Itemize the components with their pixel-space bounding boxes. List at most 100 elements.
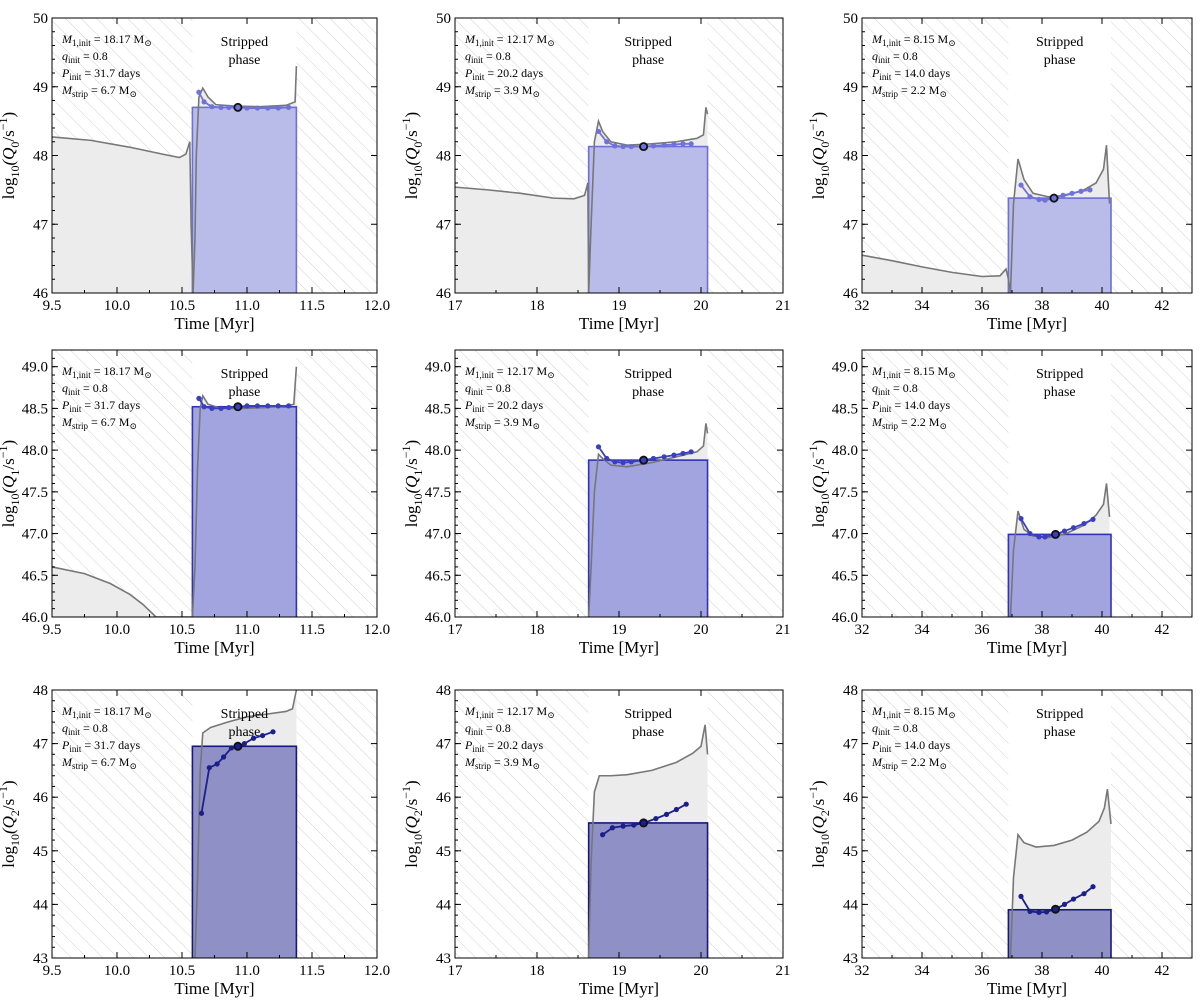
annotation-line: qinit = 0.8	[872, 381, 918, 397]
highlight-marker	[1051, 904, 1061, 914]
sample-point	[1061, 528, 1068, 534]
hatched-region-after	[1111, 350, 1192, 617]
hatched-region-after	[707, 350, 783, 617]
y-axis-label: log10(Q1/s−1)	[0, 440, 22, 527]
sample-point	[226, 404, 232, 411]
x-tick-label: 12.0	[364, 298, 390, 314]
hatched-region-after	[707, 18, 783, 293]
ylabel-q-index: 0	[411, 142, 425, 148]
sample-point	[286, 403, 292, 409]
x-tick-label: 17	[448, 298, 464, 314]
sample-point	[241, 741, 247, 747]
y-axis-label: log10(Q1/s−1)	[399, 440, 425, 527]
annotation-line: Mstrip = 6.7 M⊙	[61, 83, 137, 99]
sample-point	[595, 128, 602, 135]
panel-p00: 9.5 10.0 10.5 11.0 11.5 12.0 46 47 48 49 50 Time [M…	[0, 11, 390, 333]
phase-label: phase	[1044, 725, 1076, 740]
ylabel-q-index: 2	[411, 810, 425, 816]
ylabel-unit: /s	[0, 799, 18, 810]
panel-p21: 17 18 19 20 21 43 44 45 46 47 48 Time [Myr] log10(Q2…	[399, 683, 791, 998]
sample-point	[1078, 188, 1084, 194]
ylabel-unit: /s	[809, 458, 828, 469]
ylabel-log: log	[809, 846, 828, 868]
annotation-line: qinit = 0.8	[465, 721, 511, 737]
ylabel-log: log	[0, 846, 18, 868]
sample-point	[663, 811, 670, 817]
ylabel-log-base: 10	[8, 834, 22, 846]
panel-p20: 9.5 10.0 10.5 11.0 11.5 12.0 43 44 45 46 47 48 Time …	[0, 683, 390, 998]
x-tick-label: 32	[855, 298, 870, 314]
x-tick-label: 10.5	[169, 622, 195, 638]
x-tick-label: 38	[1035, 963, 1050, 979]
sample-point	[270, 729, 276, 735]
stripped-phase-bar	[1007, 908, 1112, 958]
x-tick-label: 10.0	[104, 622, 130, 638]
phase-label: Stripped	[624, 367, 671, 382]
x-tick-label: 19	[612, 963, 627, 979]
highlight-marker	[233, 741, 243, 751]
annotation-line: Pinit = 20.2 days	[464, 398, 543, 414]
sample-point	[1070, 525, 1077, 531]
annotation-line: M1,init = 12.17 M⊙	[464, 32, 555, 48]
x-tick-label: 9.5	[43, 298, 62, 314]
y-axis-label: log10(Q0/s−1)	[0, 112, 22, 199]
model-curve	[194, 690, 298, 958]
ylabel-exp: −1	[399, 117, 413, 130]
sample-point	[595, 444, 602, 450]
ylabel-log: log	[809, 505, 828, 527]
x-tick-label: 34	[915, 622, 931, 638]
hatched-region-before	[52, 690, 193, 958]
sample-point	[254, 105, 260, 111]
sample-point	[1081, 891, 1087, 897]
annotation-line: Mstrip = 3.9 M⊙	[464, 755, 540, 771]
phase-label: Stripped	[1036, 707, 1083, 722]
x-tick-label: 42	[1155, 298, 1170, 314]
y-axis-label: log10(Q0/s−1)	[399, 112, 425, 199]
x-tick-label: 18	[530, 963, 545, 979]
sample-point	[1036, 534, 1042, 540]
y-tick-label: 47	[436, 737, 452, 753]
y-axis-label: log10(Q2/s−1)	[0, 780, 22, 867]
ylabel-log: log	[809, 177, 828, 199]
y-tick-label: 47.0	[425, 527, 451, 543]
ylabel-exp: −1	[806, 786, 820, 799]
x-tick-label: 11.5	[299, 622, 325, 638]
x-tick-label: 11.0	[234, 963, 260, 979]
x-tick-label: 17	[448, 963, 464, 979]
y-tick-label: 48.0	[832, 443, 858, 459]
ylabel-close: )	[0, 112, 18, 118]
ylabel-close: )	[809, 440, 828, 446]
ylabel-q: (Q	[0, 148, 18, 166]
y-tick-label: 48.5	[832, 401, 858, 417]
stripped-phase-bar	[1007, 197, 1112, 293]
annotation-line: M1,init = 8.15 M⊙	[871, 704, 956, 720]
sample-point	[671, 141, 677, 148]
x-axis-label: Time [Myr]	[987, 314, 1067, 333]
y-tick-label: 49.0	[832, 360, 858, 376]
x-tick-label: 19	[612, 298, 627, 314]
sample-point	[244, 105, 250, 111]
ylabel-q: (Q	[809, 148, 828, 166]
sample-point	[1043, 909, 1050, 915]
stripped-phase-bar	[1007, 533, 1112, 617]
stripped-phase-bar	[191, 106, 298, 293]
sample-point	[673, 806, 680, 813]
x-tick-label: 17	[448, 622, 464, 638]
ylabel-q: (Q	[809, 816, 828, 834]
sample-point	[1090, 516, 1096, 522]
hatched-region-before	[862, 690, 1009, 958]
x-tick-label: 10.0	[104, 963, 130, 979]
ylabel-q: (Q	[402, 148, 421, 166]
x-axis-label: Time [Myr]	[579, 314, 659, 333]
sample-point	[688, 141, 694, 147]
sample-point	[198, 810, 205, 816]
x-tick-label: 20	[694, 963, 709, 979]
sample-point	[604, 139, 610, 145]
sample-point	[209, 405, 215, 412]
y-tick-label: 46.5	[832, 568, 858, 584]
annotation-line: qinit = 0.8	[62, 721, 108, 737]
phase-label: Stripped	[1036, 35, 1083, 50]
phase-label: phase	[632, 385, 664, 400]
x-tick-label: 36	[975, 963, 991, 979]
x-tick-label: 32	[855, 963, 870, 979]
